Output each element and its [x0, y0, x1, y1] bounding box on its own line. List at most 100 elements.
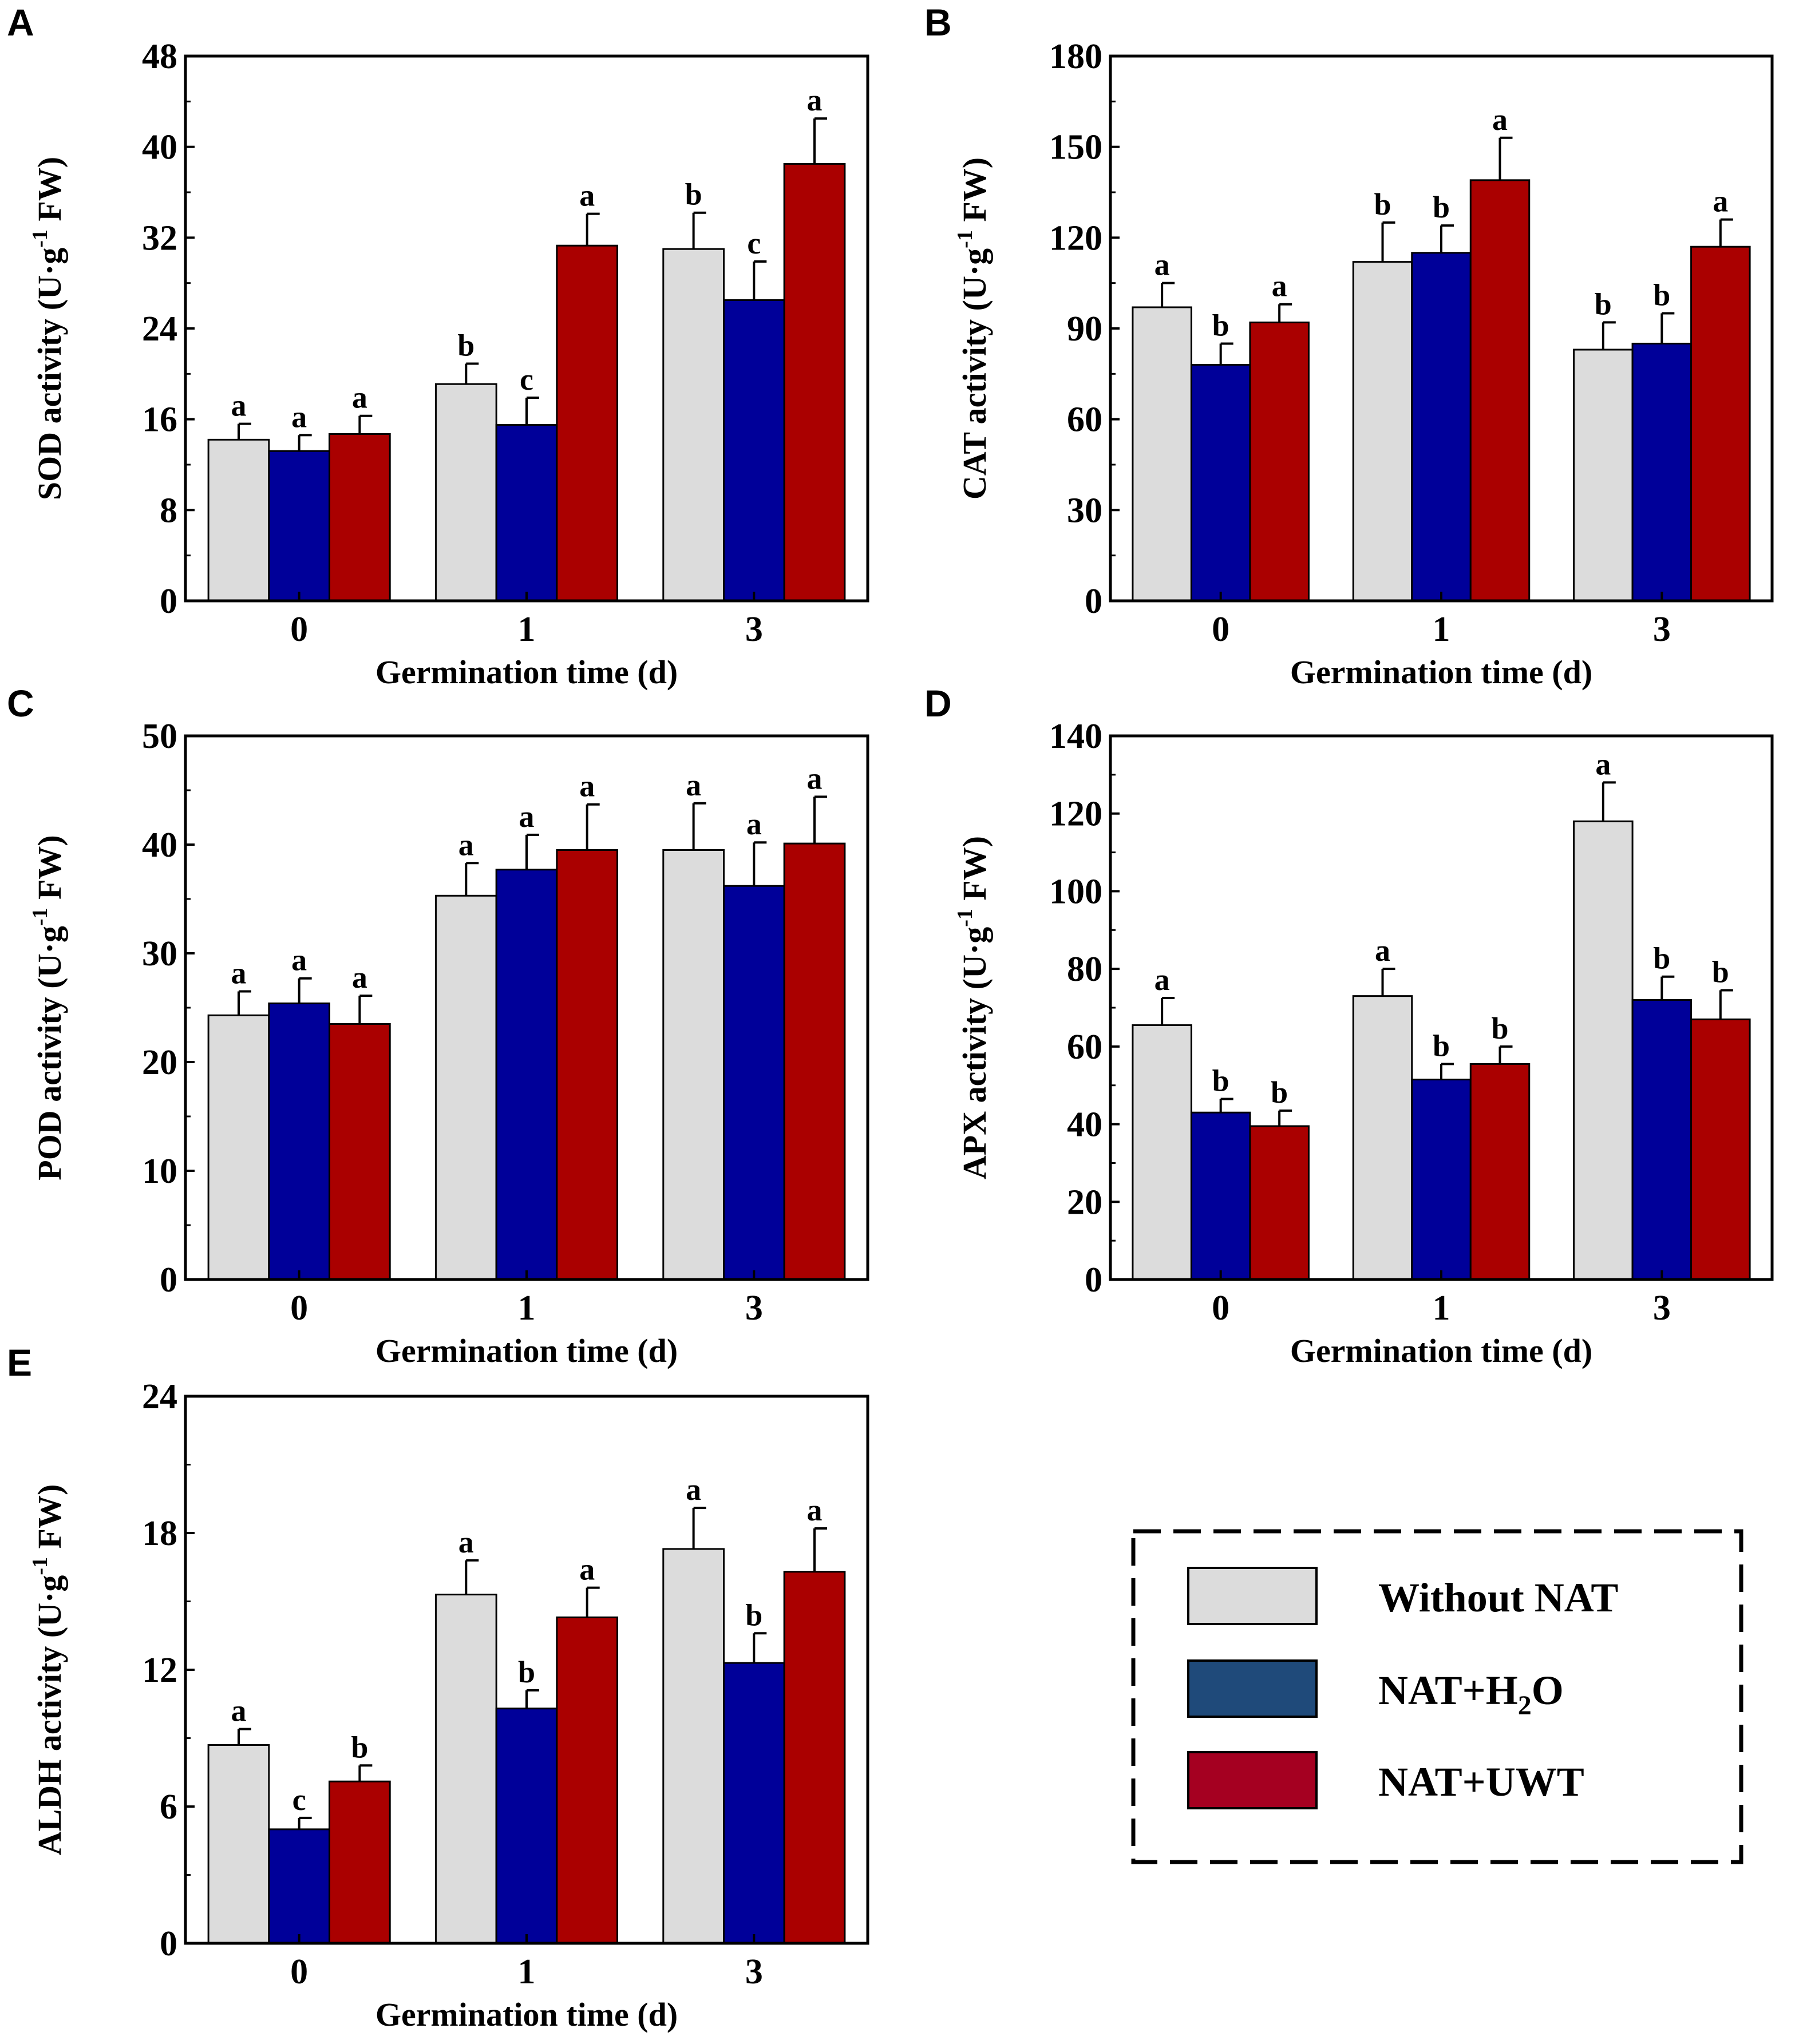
y-tick-label: 100	[1049, 872, 1102, 911]
bar	[1249, 321, 1310, 602]
bar	[1411, 1079, 1472, 1281]
significance-label: a	[1154, 248, 1170, 282]
x-tick-label: 1	[518, 1289, 536, 1328]
y-tick-label: 24	[142, 310, 177, 348]
bar	[1132, 1024, 1192, 1281]
significance-label: a	[1272, 269, 1287, 303]
y-tick-label: 20	[1067, 1183, 1102, 1222]
x-tick-label: 1	[1433, 1289, 1450, 1328]
bar	[207, 438, 270, 602]
significance-label: a	[231, 389, 246, 423]
panel-E: Ea a a c b b b a a 0 6 12 18 24 0 1 3 Germination time (d…	[7, 1341, 869, 2033]
significance-label: c	[520, 362, 533, 397]
y-tick-label: 60	[1067, 401, 1102, 439]
bar	[329, 433, 391, 602]
significance-label: b	[1433, 190, 1450, 224]
x-axis-title: Germination time (d)	[1290, 653, 1592, 691]
significance-label: b	[457, 328, 475, 362]
bar	[1190, 1111, 1251, 1281]
legend-label: NAT+H2O	[1378, 1667, 1564, 1721]
significance-label: a	[579, 179, 595, 213]
x-tick-label: 3	[745, 610, 763, 649]
legend: Without NAT NAT+H2O NAT+UWT	[1131, 1529, 1743, 1864]
bar	[329, 1023, 391, 1281]
x-axis-title: Germination time (d)	[375, 1996, 678, 2033]
x-tick-label: 0	[1212, 610, 1229, 649]
x-tick-label: 1	[518, 1952, 536, 1991]
significance-label: a	[807, 83, 823, 117]
bar	[1190, 363, 1251, 602]
significance-label: b	[685, 177, 702, 212]
y-tick-label: 16	[142, 401, 177, 439]
y-tick-label: 0	[1085, 582, 1102, 621]
significance-label: c	[747, 226, 761, 260]
significance-label: b	[1374, 187, 1391, 221]
bar	[1573, 820, 1634, 1281]
x-tick-label: 0	[290, 1289, 308, 1328]
bar	[783, 1571, 846, 1944]
legend-swatch	[1187, 1751, 1318, 1809]
bar	[1411, 252, 1472, 602]
x-tick-label: 3	[745, 1289, 763, 1328]
bar	[1249, 1125, 1310, 1281]
significance-label: a	[291, 399, 307, 434]
significance-label: a	[579, 1552, 595, 1587]
significance-label: a	[686, 768, 701, 802]
bar	[207, 1744, 270, 1944]
y-axis-title: POD activity (U·g-1 FW)	[28, 835, 68, 1180]
y-axis-title: ALDH activity (U·g-1 FW)	[28, 1484, 68, 1856]
bar	[783, 163, 846, 602]
y-tick-label: 90	[1067, 310, 1102, 348]
bar	[495, 424, 558, 602]
bar	[1132, 306, 1192, 602]
y-tick-label: 30	[1067, 491, 1102, 530]
bar	[434, 894, 497, 1281]
legend-frame	[1131, 1529, 1743, 1864]
significance-label: a	[352, 381, 367, 415]
bar	[495, 869, 558, 1281]
bar	[1690, 245, 1751, 602]
y-axis-title: CAT activity (U·g-1 FW)	[953, 157, 993, 500]
bar	[556, 244, 619, 602]
significance-label: a	[686, 1472, 701, 1507]
bar	[783, 842, 846, 1281]
y-tick-label: 120	[1049, 219, 1102, 258]
y-tick-label: 48	[142, 37, 177, 76]
y-tick-label: 10	[142, 1152, 177, 1191]
bar	[662, 849, 725, 1281]
y-axis-title: APX activity (U·g-1 FW)	[953, 836, 993, 1179]
significance-label: a	[1375, 933, 1390, 968]
y-tick-label: 6	[160, 1788, 177, 1827]
y-tick-label: 0	[1085, 1261, 1102, 1300]
bar	[434, 1594, 497, 1944]
y-tick-label: 80	[1067, 950, 1102, 989]
panel-A: Aa b b a c c a a a 0 8 16 24 32 40 48 0 1 3 Germination tim…	[7, 1, 869, 691]
y-tick-label: 40	[1067, 1106, 1102, 1144]
x-axis-title: Germination time (d)	[375, 1332, 678, 1369]
y-tick-label: 24	[142, 1377, 177, 1416]
significance-label: b	[745, 1598, 762, 1632]
legend-swatch	[1187, 1659, 1318, 1718]
y-tick-label: 150	[1049, 128, 1102, 167]
bar	[722, 1662, 785, 1944]
panel-letter: C	[7, 682, 34, 724]
bar	[556, 849, 619, 1281]
significance-label: a	[519, 799, 535, 834]
y-tick-label: 8	[160, 491, 177, 530]
x-axis-title: Germination time (d)	[375, 653, 678, 691]
panel-letter: D	[924, 682, 952, 724]
y-tick-label: 50	[142, 717, 177, 756]
bar	[1631, 999, 1693, 1281]
significance-label: a	[807, 1493, 823, 1527]
significance-label: a	[458, 827, 474, 862]
significance-label: a	[746, 807, 762, 841]
legend-swatch	[1187, 1567, 1318, 1625]
panel-D: Da a a b b b b b b 0 20 40 60 80 100 120 140 0 1 3 Germinati…	[924, 682, 1774, 1369]
bar	[1690, 1018, 1751, 1281]
y-tick-label: 32	[142, 219, 177, 258]
significance-label: a	[458, 1525, 474, 1559]
significance-label: b	[1271, 1075, 1288, 1110]
significance-label: b	[1212, 308, 1229, 342]
significance-label: a	[1492, 102, 1508, 137]
y-tick-label: 120	[1049, 795, 1102, 834]
